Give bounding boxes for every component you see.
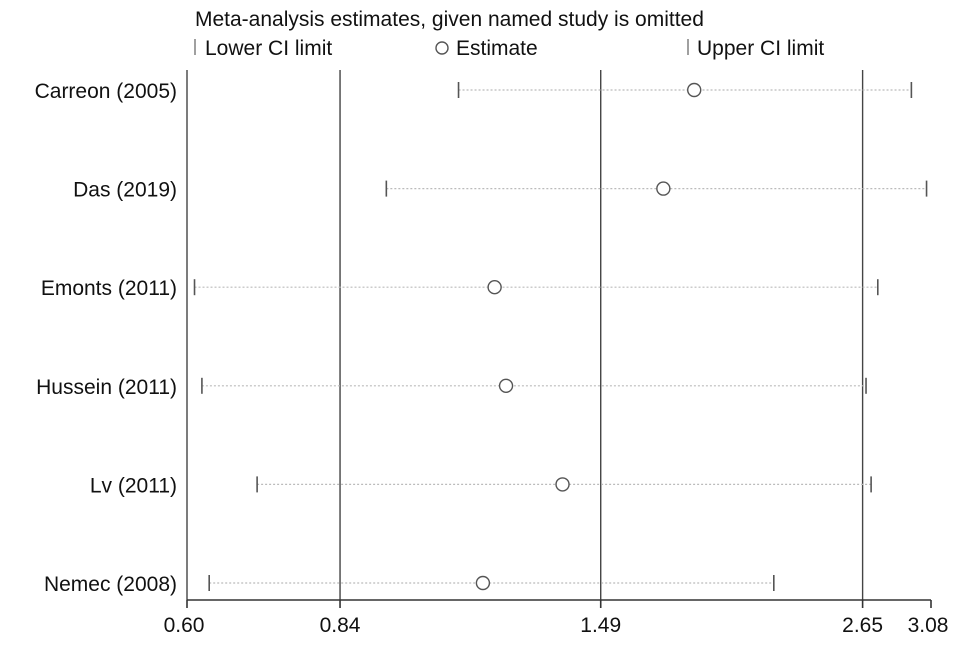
- plot-area: 0.60 0.84 1.49 2.65 3.08 Carreon (2005) Das (2…: [35, 70, 949, 637]
- chart-title: Meta-analysis estimates, given named stu…: [195, 8, 704, 31]
- x-tick-label-3: 2.65: [842, 614, 883, 637]
- x-tick-label-4: 3.08: [908, 614, 949, 637]
- estimate-point-2: [487, 280, 502, 295]
- study-label-3: Hussein (2011): [36, 376, 177, 399]
- legend: Lower CI limit Estimate Upper CI limit: [194, 37, 824, 60]
- estimate-point-0: [687, 82, 702, 98]
- x-tick-label-1: 0.84: [320, 614, 361, 637]
- study-label-0: Carreon (2005): [35, 80, 177, 103]
- estimate-point-3: [498, 378, 514, 393]
- study-label-2: Emonts (2011): [41, 277, 177, 300]
- x-tick-label-0: 0.60: [164, 614, 205, 637]
- legend-estimate-symbol: [435, 41, 449, 55]
- legend-upper-ci-label: Upper CI limit: [697, 37, 824, 60]
- legend-lower-ci-label: Lower CI limit: [205, 37, 332, 60]
- x-tick-label-2: 1.49: [580, 614, 621, 637]
- estimate-point-4: [555, 477, 570, 492]
- study-label-1: Das (2019): [73, 179, 177, 202]
- study-label-5: Nemec (2008): [44, 573, 177, 596]
- estimate-point-5: [475, 575, 491, 591]
- legend-estimate-label: Estimate: [456, 37, 538, 60]
- study-label-4: Lv (2011): [90, 474, 177, 497]
- estimate-point-1: [656, 181, 671, 196]
